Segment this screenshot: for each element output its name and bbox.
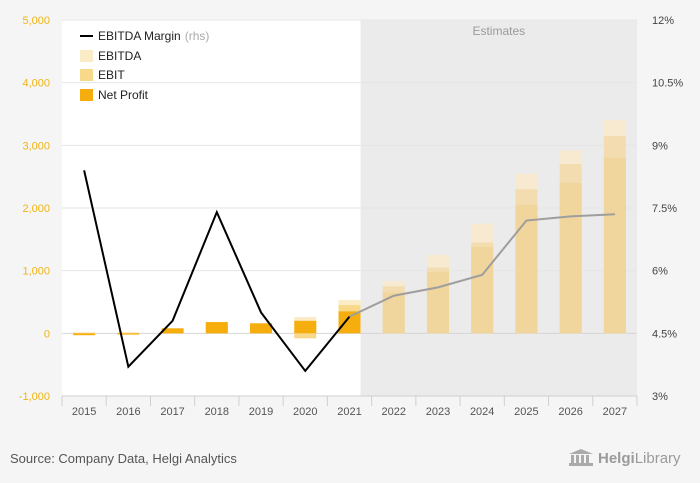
x-tick-label: 2025 bbox=[514, 406, 538, 418]
source-note: Source: Company Data, Helgi Analytics bbox=[10, 451, 237, 466]
y-tick-label: 4,000 bbox=[22, 78, 50, 90]
bar-net-profit bbox=[117, 333, 140, 335]
library-icon bbox=[569, 449, 593, 466]
y-tick-label: 3,000 bbox=[22, 140, 50, 152]
bar-ebit bbox=[294, 333, 317, 339]
bar-net-profit bbox=[205, 322, 228, 334]
bar-net-profit bbox=[559, 182, 582, 334]
bar-net-profit bbox=[294, 320, 317, 334]
x-tick-label: 2018 bbox=[205, 406, 229, 418]
axes: -1,000 0 1,000 2,000 3,000 4,000 5,000 3% 4.5% 6%… bbox=[19, 15, 684, 418]
y2-tick-label: 12% bbox=[652, 15, 674, 27]
y-tick-label: -1,000 bbox=[19, 391, 50, 403]
margin-line-actual bbox=[83, 170, 351, 373]
bar-net-profit bbox=[471, 246, 494, 334]
bar-net-profit bbox=[603, 157, 626, 334]
margin-line-layer bbox=[83, 170, 615, 373]
x-tick-label: 2027 bbox=[603, 406, 627, 418]
bar-net-profit bbox=[73, 333, 96, 336]
y2-tick-label: 6% bbox=[652, 266, 668, 278]
y-tick-label: 2,000 bbox=[22, 203, 50, 215]
x-tick-label: 2016 bbox=[116, 406, 140, 418]
x-tick-label: 2017 bbox=[160, 406, 184, 418]
logo-brand: Helgi bbox=[598, 449, 635, 467]
legend-ebit-swatch bbox=[80, 69, 93, 81]
bar-net-profit bbox=[338, 311, 361, 334]
y-tick-label: 5,000 bbox=[22, 15, 50, 27]
legend-ebit-label: EBIT bbox=[98, 68, 125, 82]
helgi-library-logo: HelgiLibrary bbox=[568, 449, 681, 467]
x-tick-label: 2015 bbox=[72, 406, 96, 418]
estimates-label: Estimates bbox=[472, 24, 525, 38]
bar-net-profit bbox=[250, 323, 273, 334]
legend-ebitda-swatch bbox=[80, 50, 93, 62]
y2-tick-label: 7.5% bbox=[652, 203, 677, 215]
x-tick-label: 2026 bbox=[558, 406, 582, 418]
bar-net-profit bbox=[426, 271, 449, 334]
x-tick-label: 2021 bbox=[337, 406, 361, 418]
bar-net-profit bbox=[515, 204, 538, 334]
bar-ebitda bbox=[73, 332, 96, 334]
bar-ebitda bbox=[117, 332, 140, 334]
legend-ebitda-label: EBITDA bbox=[98, 49, 141, 63]
x-tick-label: 2024 bbox=[470, 406, 494, 418]
x-tick-label: 2019 bbox=[249, 406, 273, 418]
x-tick-label: 2020 bbox=[293, 406, 317, 418]
y-tick-label: 1,000 bbox=[22, 266, 50, 278]
y2-tick-label: 3% bbox=[652, 391, 668, 403]
x-tick-label: 2022 bbox=[381, 406, 405, 418]
logo-library: Library bbox=[634, 449, 681, 467]
legend-net-profit-label: Net Profit bbox=[98, 88, 149, 102]
y2-tick-label: 9% bbox=[652, 140, 668, 152]
y2-tick-label: 4.5% bbox=[652, 328, 677, 340]
margin-line-estimate bbox=[349, 213, 615, 318]
bar-net-profit bbox=[161, 328, 184, 334]
y2-tick-label: 10.5% bbox=[652, 78, 683, 90]
bar-net-profit bbox=[382, 292, 405, 334]
y-tick-label: 0 bbox=[44, 328, 50, 340]
legend-net-profit-swatch bbox=[80, 89, 93, 101]
legend: EBITDA Margin (rhs) EBITDA EBIT Net Profi… bbox=[80, 29, 209, 102]
x-tick-label: 2023 bbox=[426, 406, 450, 418]
legend-margin-label: EBITDA Margin (rhs) bbox=[98, 29, 209, 43]
